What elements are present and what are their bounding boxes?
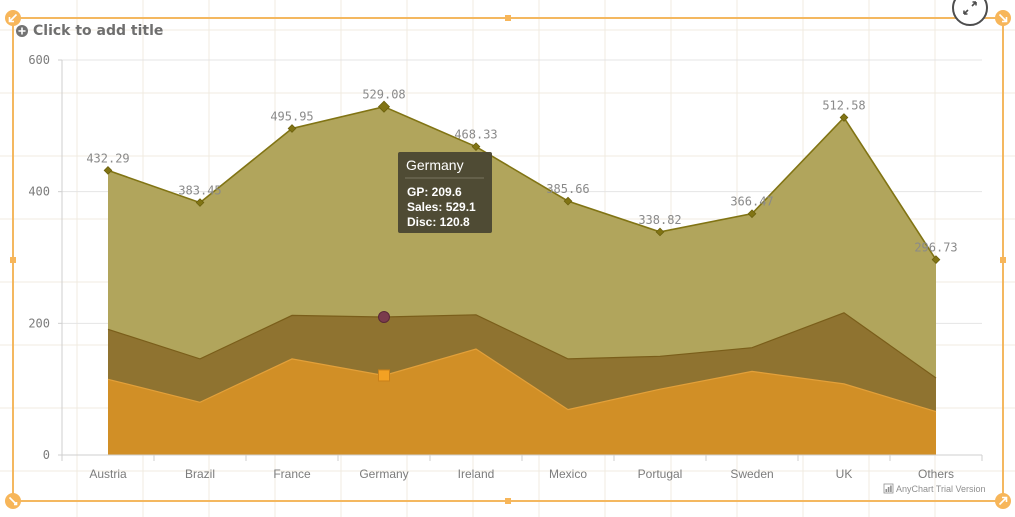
data-label: 468.33 (454, 128, 497, 142)
tooltip-row-sales: Sales: 529.1 (407, 200, 476, 214)
resize-handle-top[interactable] (505, 15, 511, 21)
data-label: 512.58 (822, 99, 865, 113)
line-disc (107, 348, 937, 413)
x-tick-label: Germany (359, 467, 408, 481)
gp-hover-marker[interactable] (378, 311, 390, 324)
credit: AnyChart Trial Version (883, 483, 986, 494)
expand-arrows-icon (963, 1, 977, 15)
bar-chart-icon (883, 483, 894, 494)
x-tick-label: Brazil (185, 467, 215, 481)
expand-button[interactable] (952, 0, 988, 26)
tooltip-row-disc: Disc: 120.8 (407, 215, 470, 229)
area-series (107, 105, 937, 455)
sales-marker[interactable] (655, 227, 665, 237)
resize-handle-bottom[interactable] (505, 498, 511, 504)
data-markers (103, 100, 941, 265)
sales-marker[interactable] (747, 209, 757, 219)
sales-marker[interactable] (931, 255, 941, 265)
sales-marker[interactable] (471, 142, 481, 152)
tooltip-title: Germany (406, 157, 464, 173)
x-axis-labels: Austria Brazil France Germany Ireland Mexico P… (89, 467, 954, 481)
data-label: 338.82 (638, 213, 681, 227)
add-title-button[interactable]: Click to add title (16, 23, 163, 39)
sales-marker[interactable] (563, 196, 573, 206)
credit-text: AnyChart Trial Version (896, 484, 986, 494)
data-label: 383.45 (178, 184, 221, 198)
sales-marker[interactable] (377, 100, 391, 113)
data-label: 432.29 (86, 151, 129, 165)
data-label: 529.08 (362, 88, 405, 102)
x-tick-label: Ireland (458, 467, 495, 481)
tooltip-row-gp: GP: 209.6 (407, 185, 462, 199)
resize-handle-left[interactable] (10, 257, 16, 263)
x-tick-label: Sweden (730, 467, 773, 481)
resize-handle-top-right[interactable] (995, 10, 1011, 26)
x-axis (61, 454, 983, 461)
resize-handle-bottom-right[interactable] (995, 493, 1011, 509)
data-label: 385.66 (546, 182, 589, 196)
x-tick-label: Portugal (638, 467, 683, 481)
chart-title-placeholder: Click to add title (33, 23, 163, 39)
y-axis-ticks: 0 200 400 600 (28, 53, 63, 462)
data-label: 495.95 (270, 109, 313, 123)
resize-handle-right[interactable] (1000, 257, 1006, 263)
tooltip-box (398, 152, 492, 233)
y-tick-label: 0 (43, 448, 50, 462)
data-label: 296.73 (914, 241, 957, 255)
x-tick-label: UK (836, 467, 853, 481)
sales-marker[interactable] (839, 113, 849, 122)
y-tick-label: 400 (28, 185, 50, 199)
data-labels: 432.29 383.45 495.95 529.08 468.33 385.66 338.… (86, 88, 957, 255)
area-disc (108, 349, 936, 455)
sales-marker[interactable] (195, 198, 205, 207)
data-label: 366.47 (730, 195, 773, 209)
resize-handle-top-left[interactable] (5, 10, 21, 26)
x-tick-label: France (273, 467, 311, 481)
line-gp (107, 312, 937, 379)
y-tick-label: 200 (28, 316, 50, 330)
resize-handle-bottom-left[interactable] (5, 493, 21, 509)
x-tick-label: Others (918, 467, 954, 481)
sales-marker[interactable] (287, 124, 297, 133)
x-tick-label: Mexico (549, 467, 587, 481)
tooltip: Germany GP: 209.6 Sales: 529.1 Disc: 120… (398, 152, 492, 233)
x-tick-label: Austria (89, 467, 127, 481)
hover-markers (378, 311, 390, 382)
y-tick-label: 600 (28, 53, 50, 67)
sales-marker[interactable] (103, 166, 113, 175)
selection-frame[interactable] (5, 10, 1011, 509)
line-sales (107, 105, 937, 261)
plus-circle-icon (16, 25, 28, 37)
disc-hover-marker[interactable] (378, 369, 390, 382)
